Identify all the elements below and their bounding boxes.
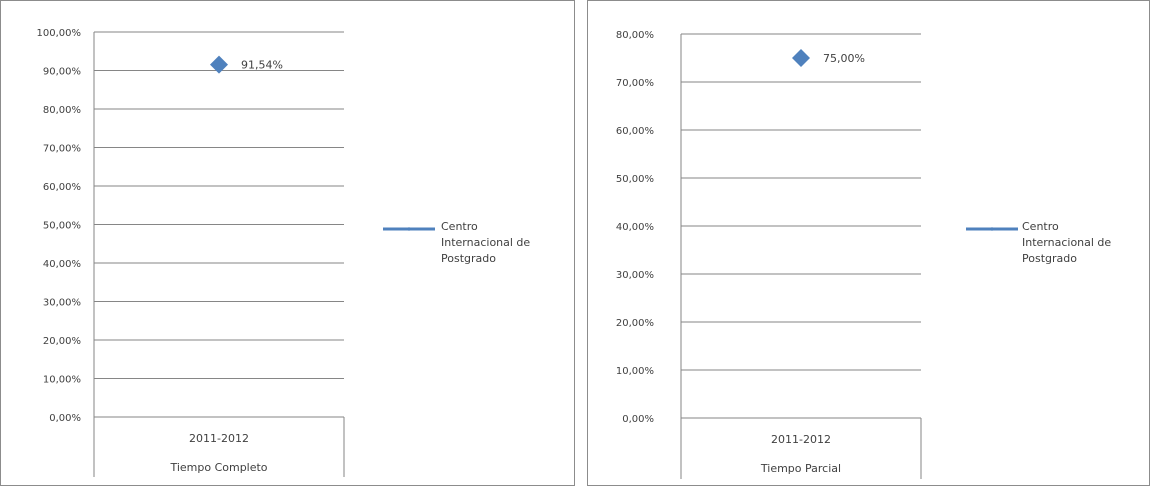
y-tick-label: 80,00% — [616, 30, 654, 41]
y-tick-label: 20,00% — [616, 318, 654, 329]
y-tick-label: 50,00% — [616, 174, 654, 185]
y-tick-label: 30,00% — [616, 270, 654, 281]
legend-label-line: Postgrado — [441, 252, 496, 265]
data-label: 91,54% — [241, 59, 283, 72]
legend-label-line: Centro — [441, 220, 478, 233]
y-tick-label: 20,00% — [43, 336, 81, 347]
legend-swatch-marker — [990, 227, 994, 231]
y-tick-label: 70,00% — [43, 144, 81, 155]
y-tick-label: 0,00% — [49, 413, 81, 424]
chart-svg-tiempo-parcial: 0,00% 10,00% 20,00% 30,00% 40,00% 50,00% 60,00… — [616, 30, 1111, 479]
y-tick-label: 100,00% — [37, 28, 82, 39]
legend-swatch-marker — [407, 227, 411, 231]
y-tick-label: 10,00% — [616, 366, 654, 377]
x-category-label: 2011-2012 — [771, 433, 831, 446]
x-group-label: Tiempo Parcial — [760, 462, 841, 475]
chart-svg-tiempo-completo: 0,00% 10,00% 20,00% 30,00% 40,00% 50,00% 60,00… — [37, 28, 530, 477]
y-tick-label: 30,00% — [43, 298, 81, 309]
y-tick-label: 40,00% — [616, 222, 654, 233]
x-group-label: Tiempo Completo — [169, 461, 267, 474]
y-tick-label: 10,00% — [43, 375, 81, 386]
legend-label-line: Postgrado — [1022, 252, 1077, 265]
legend-label-line: Centro — [1022, 220, 1059, 233]
chart-panel-tiempo-completo: 0,00% 10,00% 20,00% 30,00% 40,00% 50,00% 60,00… — [0, 0, 575, 486]
y-tick-label: 0,00% — [622, 414, 654, 425]
data-label: 75,00% — [823, 52, 865, 65]
legend-label: Centro Internacional de Postgrado — [1022, 220, 1111, 265]
data-point-marker — [210, 55, 228, 74]
legend-label-line: Internacional de — [1022, 236, 1111, 249]
y-tick-label: 80,00% — [43, 105, 81, 116]
y-tick-label: 60,00% — [616, 126, 654, 137]
x-category-label: 2011-2012 — [189, 432, 249, 445]
chart-panel-tiempo-parcial: 0,00% 10,00% 20,00% 30,00% 40,00% 50,00% 60,00… — [587, 0, 1150, 486]
y-tick-label: 50,00% — [43, 221, 81, 232]
y-tick-label: 60,00% — [43, 182, 81, 193]
legend-label: Centro Internacional de Postgrado — [441, 220, 530, 265]
legend-label-line: Internacional de — [441, 236, 530, 249]
y-tick-label: 70,00% — [616, 78, 654, 89]
y-tick-label: 90,00% — [43, 67, 81, 78]
data-point-marker — [792, 49, 810, 67]
y-tick-label: 40,00% — [43, 259, 81, 270]
